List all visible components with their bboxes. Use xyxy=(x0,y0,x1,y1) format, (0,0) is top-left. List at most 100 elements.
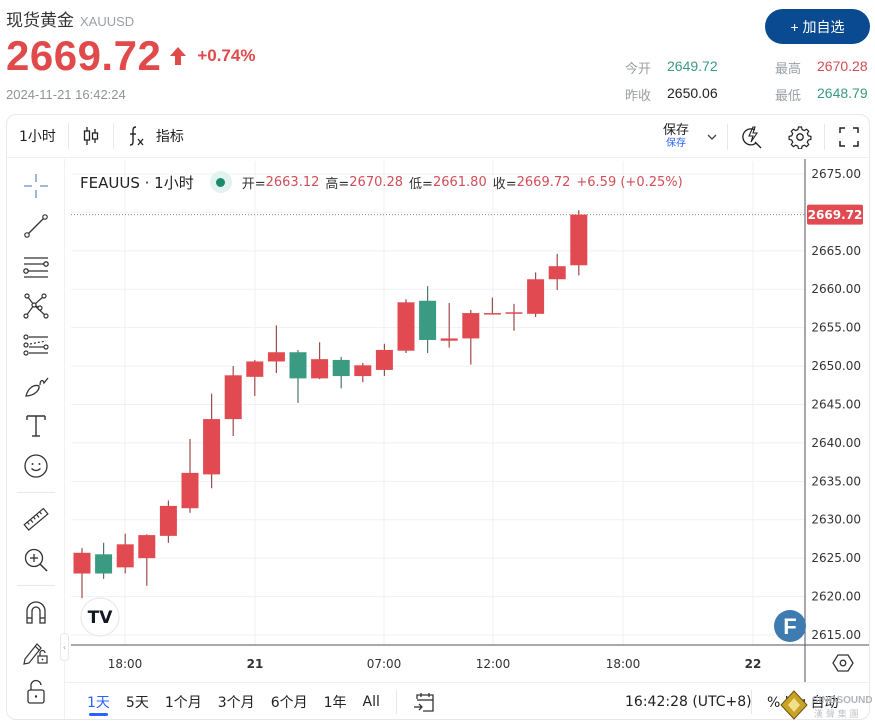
y-tick-label: 2645.00 xyxy=(811,397,861,411)
svg-text:TV: TV xyxy=(88,608,114,628)
emoji-tool[interactable] xyxy=(21,451,51,481)
pattern-icon xyxy=(23,293,49,319)
range-3m[interactable]: 3个月 xyxy=(217,694,255,711)
indicators-button[interactable]: 指标 xyxy=(114,115,196,157)
range-1y[interactable]: 1年 xyxy=(323,694,347,711)
range-1d[interactable]: 1天 xyxy=(79,683,118,719)
ruler-tool[interactable] xyxy=(21,505,51,535)
y-tick-label: 2665.00 xyxy=(811,244,861,258)
candle xyxy=(224,366,242,436)
range-all[interactable]: All xyxy=(362,693,380,710)
text-icon xyxy=(26,415,46,437)
fullscreen-icon xyxy=(839,126,859,147)
candlestick-chart[interactable]: 2615.00 2620.00 2625.00 2630.00 2635.00 2640.… xyxy=(7,115,870,720)
candle xyxy=(375,343,393,377)
add-to-watchlist-button[interactable]: + 加自选 xyxy=(765,9,870,44)
svg-text:SINOSOUND: SINOSOUND xyxy=(812,695,872,706)
interval-selector[interactable]: 1小时 xyxy=(7,115,68,157)
crosshair-tool[interactable] xyxy=(21,171,51,201)
fib-tool[interactable] xyxy=(21,331,51,361)
x-tick-label: 07:00 xyxy=(367,657,402,671)
lock-tool[interactable] xyxy=(21,677,51,707)
change-percent: +0.74% xyxy=(197,46,256,65)
stat-prev-close-value: 2650.06 xyxy=(667,85,718,101)
lock-open-icon xyxy=(27,679,45,704)
f-badge-icon[interactable]: F xyxy=(774,610,806,642)
legend-close-label: 收= xyxy=(492,176,517,192)
trendline-tool[interactable] xyxy=(21,211,51,241)
chart-type-button[interactable] xyxy=(69,115,113,157)
candle xyxy=(159,500,177,543)
quick-search-button[interactable] xyxy=(728,115,776,158)
calendar-goto-icon xyxy=(413,692,434,712)
legend-low: 2661.80 xyxy=(432,174,487,190)
candle xyxy=(311,342,329,380)
x-tick-label: 18:00 xyxy=(606,657,641,671)
sidebar-collapse-handle[interactable]: ‹ xyxy=(60,633,69,661)
toolbar-divider xyxy=(112,123,114,149)
stat-low-label: 最低 xyxy=(775,89,802,104)
range-6m[interactable]: 6个月 xyxy=(270,694,308,711)
interval-label: 1小时 xyxy=(19,129,56,145)
sidebar-divider xyxy=(17,585,55,586)
brush-tool[interactable] xyxy=(21,371,51,401)
goto-date-button[interactable] xyxy=(405,683,443,719)
candle xyxy=(570,210,588,276)
axis-settings-icon[interactable] xyxy=(832,654,854,672)
candle xyxy=(246,359,264,397)
timezone-clock[interactable]: 16:42:28 (UTC+8) xyxy=(625,693,752,710)
y-tick-label: 2630.00 xyxy=(811,513,861,527)
candle xyxy=(419,286,437,354)
sidebar-divider xyxy=(17,492,55,493)
horizontal-lines-icon xyxy=(23,257,49,278)
legend-low-label: 低= xyxy=(409,176,433,192)
market-status-dot xyxy=(209,171,232,193)
fullscreen-button[interactable] xyxy=(825,115,869,158)
candle xyxy=(332,356,350,389)
magnet-icon xyxy=(26,601,46,624)
stat-low-value: 2648.79 xyxy=(817,85,868,101)
x-tick-label: 12:00 xyxy=(476,657,511,671)
candle xyxy=(203,393,221,489)
save-sublabel: 保存 xyxy=(665,137,686,149)
horizontal-lines-tool[interactable] xyxy=(21,251,51,281)
legend-open-label: 开= xyxy=(241,176,266,192)
chevron-down-icon xyxy=(707,134,717,140)
candle xyxy=(73,548,91,599)
settings-button[interactable] xyxy=(776,115,824,158)
tradingview-logo[interactable]: TV xyxy=(80,597,120,637)
series-name: FEAUUS · 1小时 xyxy=(80,173,194,192)
candle xyxy=(548,253,566,291)
range-divider xyxy=(751,689,752,714)
range-5d[interactable]: 5天 xyxy=(125,694,149,711)
stat-high: 最高 2670.28 xyxy=(775,58,868,77)
range-1m[interactable]: 1个月 xyxy=(164,694,202,711)
legend-high: 2670.28 xyxy=(349,174,404,190)
svg-text:F: F xyxy=(783,614,796,639)
text-tool[interactable] xyxy=(21,411,51,441)
stat-high-label: 最高 xyxy=(775,62,802,77)
save-dropdown[interactable] xyxy=(701,115,727,158)
candle xyxy=(138,534,156,586)
candle xyxy=(462,309,480,365)
toolbar-divider xyxy=(824,123,825,150)
y-tick-label: 2625.00 xyxy=(811,551,861,565)
candle xyxy=(397,299,415,354)
lock-drawings-tool[interactable] xyxy=(21,637,51,667)
sinosound-watermark: SINOSOUND 漢 聲 集 團 xyxy=(780,690,872,720)
candle xyxy=(527,272,545,317)
drawing-toolbar xyxy=(7,159,65,719)
zoom-in-icon xyxy=(24,548,48,572)
lightning-search-icon xyxy=(742,125,762,148)
candle xyxy=(440,303,458,348)
magnet-tool[interactable] xyxy=(21,597,51,627)
save-label: 保存 xyxy=(662,122,689,138)
ohlc-legend: FEAUUS · 1小时 开= 2663.12 高= 2670.28 低= 26… xyxy=(80,171,689,193)
legend-change: +6.59 (+0.25%) xyxy=(576,174,683,190)
zoom-in-tool[interactable] xyxy=(21,545,51,575)
pattern-tool[interactable] xyxy=(21,291,51,321)
save-button[interactable]: 保存 保存 xyxy=(663,124,689,150)
y-tick-label: 2620.00 xyxy=(811,590,861,604)
y-tick-label: 2660.00 xyxy=(811,282,861,296)
y-tick-label: 2655.00 xyxy=(811,321,861,335)
